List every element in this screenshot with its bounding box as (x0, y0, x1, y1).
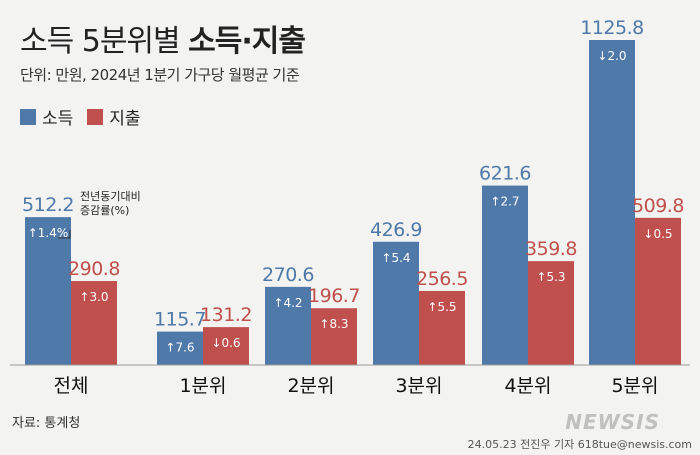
change-label-income: ↓2.0 (597, 49, 626, 63)
category-label: 5분위 (611, 375, 658, 397)
change-label-income: ↑1.4% (28, 226, 69, 240)
watermark-logo: NEWSIS (565, 410, 660, 434)
bar-spending (311, 308, 357, 365)
bar-spending (203, 327, 249, 365)
title-bold: 소득·지출 (188, 24, 306, 59)
bar-income (589, 40, 635, 365)
data-label-income: 1125.8 (580, 17, 643, 39)
credit-text: 24.05.23 전진우 기자 618tue@newsis.com (467, 438, 692, 451)
change-label-spending: ↑5.3 (536, 270, 565, 284)
category-label: 1분위 (179, 375, 226, 397)
data-label-income: 621.6 (479, 163, 531, 185)
data-label-income: 270.6 (262, 264, 314, 286)
change-label-spending: ↑5.5 (427, 300, 456, 314)
data-label-income: 426.9 (370, 219, 422, 241)
change-label-spending: ↓0.6 (211, 336, 240, 350)
legend-item-income: 소득 (20, 104, 73, 129)
title-normal: 소득 5분위별 (20, 24, 189, 59)
legend-label-spending: 지출 (109, 109, 141, 129)
legend-swatch-income (20, 108, 36, 125)
legend: 소득 지출 (20, 104, 155, 129)
bar-spending (71, 281, 117, 365)
note-leader-line (58, 230, 71, 239)
subtitle: 단위: 만원, 2024년 1분기 가구당 월평균 기준 (20, 66, 300, 84)
source-text: 자료: 통계청 (12, 416, 81, 431)
bar-income (373, 241, 419, 365)
category-label: 2분위 (287, 375, 334, 397)
change-label-income: ↑7.6 (165, 341, 194, 355)
bar-spending (635, 217, 681, 365)
data-label-spending: 196.7 (308, 285, 360, 307)
change-label-income: ↑2.7 (490, 195, 519, 209)
change-label-income: ↑5.4 (381, 251, 410, 265)
data-label-spending: 256.5 (416, 268, 468, 290)
change-label-income: ↑4.2 (273, 296, 302, 310)
change-rate-note: 전년동기대비 증감률(%) (80, 190, 141, 217)
change-label-spending: ↑3.0 (79, 290, 108, 304)
category-label: 3분위 (395, 375, 442, 397)
data-label-spending: 509.8 (632, 195, 684, 217)
change-label-spending: ↑8.3 (319, 317, 348, 331)
bar-income (157, 331, 203, 365)
bar-income (25, 217, 71, 365)
data-label-income: 512.2 (22, 194, 74, 216)
page-title: 소득 5분위별 소득·지출 (20, 16, 306, 60)
data-label-spending: 290.8 (68, 258, 120, 280)
bar-spending (528, 261, 574, 365)
change-label-spending: ↓0.5 (643, 227, 672, 241)
legend-label-income: 소득 (42, 109, 74, 129)
bar-income (265, 286, 311, 365)
data-label-spending: 359.8 (525, 238, 577, 260)
legend-item-spending: 지출 (87, 104, 141, 129)
data-label-spending: 131.2 (200, 304, 252, 326)
data-label-income: 115.7 (154, 309, 206, 331)
category-label: 전체 (54, 375, 89, 397)
bar-spending (419, 290, 465, 365)
category-label: 4분위 (504, 375, 551, 397)
legend-swatch-spending (87, 108, 104, 125)
bar-income (482, 185, 528, 365)
